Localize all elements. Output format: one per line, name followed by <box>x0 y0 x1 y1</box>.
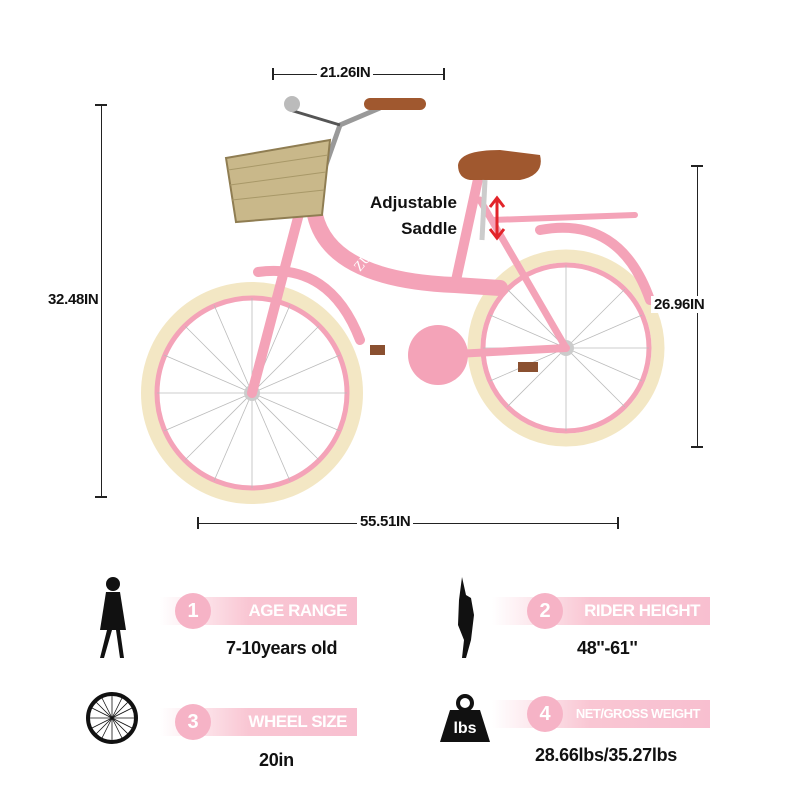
spec-number-badge: 1 <box>175 593 211 629</box>
weight-lbs-icon: lbs <box>440 694 490 742</box>
tick <box>617 517 619 529</box>
tick <box>95 496 107 498</box>
height-dimension-line <box>101 104 102 497</box>
saddle-height-label: 26.96IN <box>651 296 708 313</box>
tick <box>691 446 703 448</box>
frame <box>247 165 655 398</box>
spec-value-weight: 28.66lbs/35.27lbs <box>535 745 678 765</box>
spec-number-badge: 3 <box>175 704 211 740</box>
spec-label: RIDER HEIGHT <box>584 601 700 620</box>
adjust-arrow-icon <box>488 195 506 241</box>
tick <box>272 68 274 80</box>
tick <box>95 104 107 106</box>
tick <box>197 517 199 529</box>
spec-value-height: 48''-61'' <box>577 638 638 658</box>
tick <box>691 165 703 167</box>
adjustable-saddle-callout: Adjustable Saddle <box>370 190 457 242</box>
spec-value-wheel: 20in <box>259 750 294 770</box>
spec-label: AGE RANGE <box>248 601 348 620</box>
spec-value-age: 7-10years old <box>226 638 338 658</box>
saddle <box>458 150 541 241</box>
chain-guard <box>408 325 468 385</box>
wheel-icon <box>86 692 138 744</box>
pedals <box>370 345 538 372</box>
spec-number-badge: 4 <box>527 696 563 732</box>
child-reaching-icon <box>458 577 474 658</box>
overall-height-label: 32.48IN <box>45 291 102 308</box>
spec-number-badge: 2 <box>527 593 563 629</box>
handlebar-width-label: 21.26IN <box>317 64 374 81</box>
girl-silhouette-icon <box>100 577 126 658</box>
spec-label-bar-height: RIDER HEIGHT <box>492 597 710 625</box>
spec-label-bar-weight: NET/GROSS WEIGHT <box>492 700 710 728</box>
weight-icon-text: lbs <box>453 720 476 737</box>
overall-length-label: 55.51IN <box>357 513 414 530</box>
callout-line-1: Adjustable <box>370 193 457 212</box>
spec-label: WHEEL SIZE <box>248 712 347 731</box>
tick <box>443 68 445 80</box>
basket <box>224 138 332 224</box>
spec-label: NET/GROSS WEIGHT <box>575 706 701 721</box>
callout-line-2: Saddle <box>401 219 457 238</box>
